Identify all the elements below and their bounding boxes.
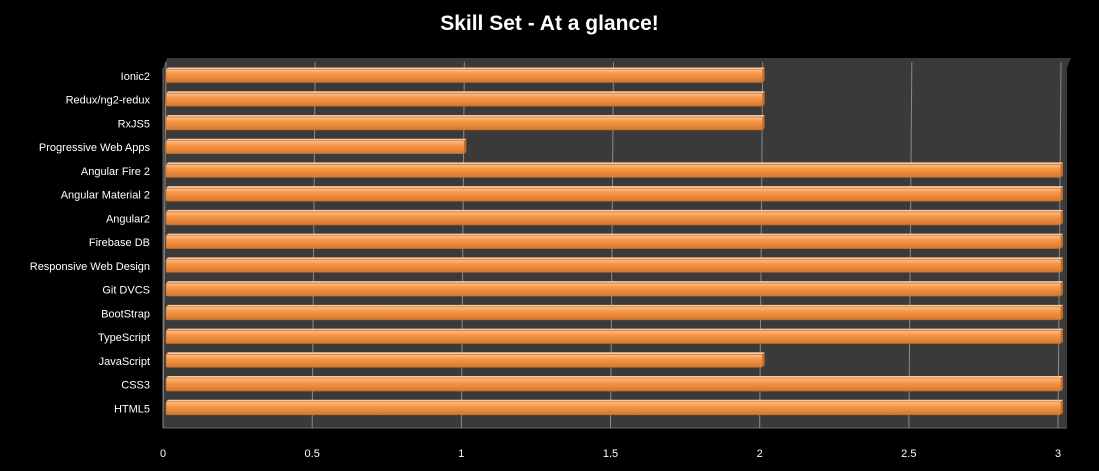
bar-face bbox=[165, 259, 1062, 273]
category-label: Responsive Web Design bbox=[30, 261, 150, 273]
bar-face bbox=[165, 187, 1062, 202]
bar-end-face bbox=[762, 352, 765, 368]
bar-face bbox=[165, 353, 763, 368]
bar-5 bbox=[165, 186, 1063, 202]
x-tick-label: 1.5 bbox=[603, 448, 618, 460]
bar-1 bbox=[165, 91, 765, 107]
bar-end-face bbox=[1061, 233, 1063, 249]
bar-top-face bbox=[166, 399, 1063, 402]
bar-face bbox=[165, 306, 1062, 321]
bar-top-face bbox=[166, 91, 765, 94]
bar-top-face bbox=[166, 281, 1063, 284]
bar-face bbox=[165, 92, 763, 107]
bar-end-face bbox=[1061, 399, 1063, 415]
bar-7 bbox=[165, 233, 1063, 249]
bar-end-face bbox=[464, 138, 467, 154]
bar-10 bbox=[165, 304, 1063, 321]
bar-face bbox=[165, 282, 1062, 297]
bar-top-face bbox=[166, 162, 1063, 165]
category-label: Angular Material 2 bbox=[61, 190, 150, 202]
bar-end-face bbox=[762, 67, 765, 83]
bar-top-face bbox=[166, 352, 765, 355]
category-label: Angular2 bbox=[106, 213, 150, 225]
bar-face bbox=[165, 69, 763, 83]
bar-8 bbox=[165, 257, 1063, 273]
category-label: Progressive Web Apps bbox=[39, 142, 151, 154]
bar-end-face bbox=[762, 91, 765, 107]
x-tick-label: 3 bbox=[1055, 448, 1061, 460]
category-label: CSS3 bbox=[121, 380, 150, 392]
bar-end-face bbox=[1061, 281, 1063, 297]
bar-face bbox=[165, 330, 1062, 344]
bars bbox=[165, 67, 1063, 416]
bar-13 bbox=[165, 376, 1063, 392]
bar-9 bbox=[165, 281, 1063, 297]
gridline-0 bbox=[162, 61, 167, 429]
bar-face bbox=[165, 211, 1062, 226]
x-tick-label: 2.5 bbox=[901, 448, 916, 460]
bar-top-face bbox=[166, 138, 467, 141]
bar-3 bbox=[165, 138, 467, 154]
bar-face bbox=[165, 164, 1062, 178]
bar-end-face bbox=[1061, 304, 1063, 320]
bar-top-face bbox=[166, 328, 1063, 331]
bar-6 bbox=[165, 209, 1063, 226]
x-tick-labels: 0 0.5 1 1.5 2 2.5 3 bbox=[160, 448, 1061, 460]
category-label: Ionic2 bbox=[121, 71, 150, 83]
bar-top-face bbox=[166, 304, 1063, 307]
bar-4 bbox=[165, 162, 1063, 178]
x-tick-label: 2 bbox=[757, 448, 763, 460]
bar-end-face bbox=[1061, 376, 1063, 392]
bar-top-face bbox=[166, 209, 1063, 212]
bar-face bbox=[165, 377, 1062, 392]
bar-top-face bbox=[166, 67, 765, 70]
category-label: Redux/ng2-redux bbox=[66, 95, 151, 107]
bar-face bbox=[165, 401, 1062, 416]
bar-12 bbox=[165, 352, 765, 368]
category-label: Firebase DB bbox=[89, 237, 150, 249]
bar-top-face bbox=[166, 257, 1063, 260]
bar-end-face bbox=[1061, 328, 1063, 344]
category-label: HTML5 bbox=[114, 403, 150, 415]
bar-end-face bbox=[1061, 209, 1063, 225]
category-label: TypeScript bbox=[98, 332, 150, 344]
bar-face bbox=[165, 235, 1062, 249]
bar-top-face bbox=[166, 376, 1063, 379]
bar-end-face bbox=[762, 114, 765, 130]
bar-top-face bbox=[166, 186, 1063, 189]
bar-14 bbox=[165, 399, 1063, 416]
category-label: JavaScript bbox=[99, 356, 150, 368]
category-labels: Ionic2 Redux/ng2-redux RxJS5 Progressive We… bbox=[30, 71, 151, 415]
bar-0 bbox=[165, 67, 765, 83]
bar-end-face bbox=[1061, 257, 1063, 273]
bar-2 bbox=[165, 114, 765, 131]
category-label: BootStrap bbox=[101, 308, 150, 320]
bar-top-face bbox=[166, 233, 1063, 236]
x-tick-label: 0.5 bbox=[305, 448, 320, 460]
x-tick-label: 1 bbox=[458, 448, 464, 460]
bar-end-face bbox=[1061, 186, 1063, 202]
bar-face bbox=[165, 116, 763, 131]
category-label: Angular Fire 2 bbox=[81, 166, 150, 178]
bar-end-face bbox=[1061, 162, 1063, 178]
category-label: Git DVCS bbox=[102, 285, 150, 297]
x-tick-label: 0 bbox=[160, 448, 166, 460]
bar-face bbox=[165, 140, 465, 154]
chart-title: Skill Set - At a glance! bbox=[440, 12, 659, 35]
bar-top-face bbox=[166, 114, 765, 117]
category-label: RxJS5 bbox=[118, 118, 150, 130]
bar-11 bbox=[165, 328, 1063, 344]
